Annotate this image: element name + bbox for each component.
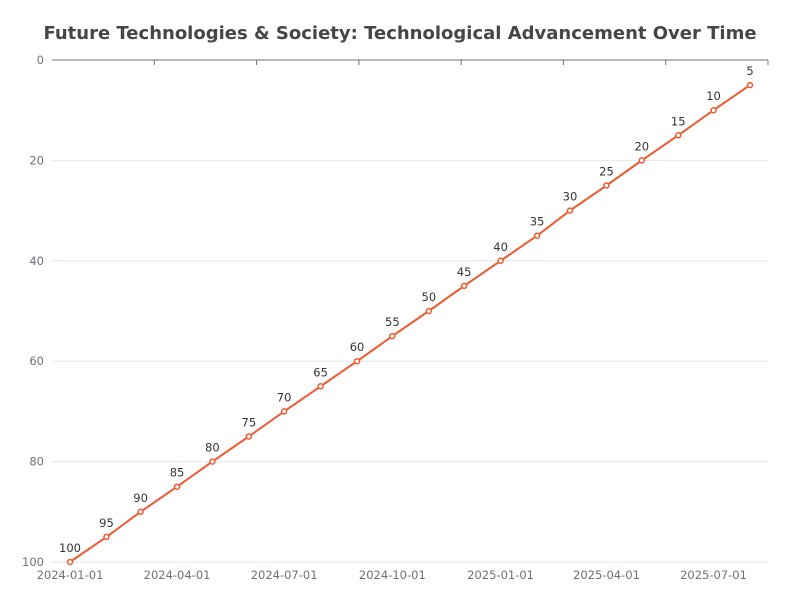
- data-point[interactable]: [533, 232, 541, 239]
- data-label: 20: [634, 139, 649, 153]
- data-point[interactable]: [317, 383, 324, 390]
- data-point[interactable]: [137, 508, 144, 516]
- data-label: 5: [746, 64, 753, 78]
- data-label: 15: [671, 114, 686, 128]
- data-point[interactable]: [389, 332, 396, 340]
- data-label: 95: [99, 516, 114, 530]
- data-point[interactable]: [103, 533, 110, 541]
- data-point[interactable]: [566, 207, 574, 214]
- data-label: 50: [422, 290, 437, 304]
- data-point[interactable]: [280, 408, 288, 415]
- data-label: 70: [277, 390, 292, 404]
- data-label: 80: [205, 441, 220, 455]
- data-label: 55: [385, 315, 400, 329]
- series-line: [69, 84, 751, 563]
- data-point[interactable]: [245, 433, 253, 440]
- data-point[interactable]: [497, 257, 504, 265]
- data-point[interactable]: [710, 106, 717, 114]
- data-label: 85: [170, 466, 185, 480]
- y-tick-label: 60: [29, 354, 44, 368]
- y-tick-label: 0: [37, 53, 44, 67]
- data-label: 25: [599, 165, 614, 179]
- x-tick-label: 2024-07-01: [251, 568, 318, 582]
- x-tick-label: 2025-07-01: [680, 568, 747, 582]
- series-layer: [66, 81, 754, 566]
- data-point[interactable]: [674, 132, 682, 139]
- y-tick-label: 80: [29, 455, 44, 469]
- data-label: 35: [530, 215, 545, 229]
- data-point[interactable]: [66, 558, 74, 566]
- data-label: 10: [706, 89, 721, 103]
- y-tick-label: 20: [29, 153, 44, 167]
- y-tick-label: 40: [29, 254, 44, 268]
- data-label: 60: [350, 340, 365, 354]
- data-label: 40: [493, 240, 508, 254]
- grid-lines: [52, 159, 768, 563]
- data-label: 90: [133, 491, 148, 505]
- data-point[interactable]: [209, 458, 216, 465]
- chart-title: Future Technologies & Society: Technolog…: [43, 23, 756, 44]
- data-label: 65: [313, 365, 328, 379]
- data-labels: 100 95 90 85 80 75 70 65 60 55 50 45 40 35 30 25 20 15 10 5: [59, 64, 754, 555]
- x-tick-label: 2024-01-01: [37, 568, 104, 582]
- data-point[interactable]: [460, 282, 468, 290]
- data-point[interactable]: [746, 81, 754, 89]
- data-point[interactable]: [353, 357, 361, 365]
- x-tick-label: 2024-10-01: [359, 568, 426, 582]
- y-tick-label: 100: [22, 555, 44, 569]
- x-tick-label: 2025-04-01: [573, 568, 640, 582]
- data-label: 100: [59, 541, 81, 555]
- data-point[interactable]: [173, 483, 181, 490]
- data-point[interactable]: [425, 307, 433, 315]
- data-point[interactable]: [603, 182, 610, 189]
- data-label: 45: [457, 265, 472, 279]
- data-label: 75: [242, 416, 257, 430]
- x-tick-label: 2025-01-01: [467, 568, 534, 582]
- x-tick-label: 2024-04-01: [144, 568, 211, 582]
- data-point[interactable]: [638, 157, 646, 164]
- data-label: 30: [563, 190, 578, 204]
